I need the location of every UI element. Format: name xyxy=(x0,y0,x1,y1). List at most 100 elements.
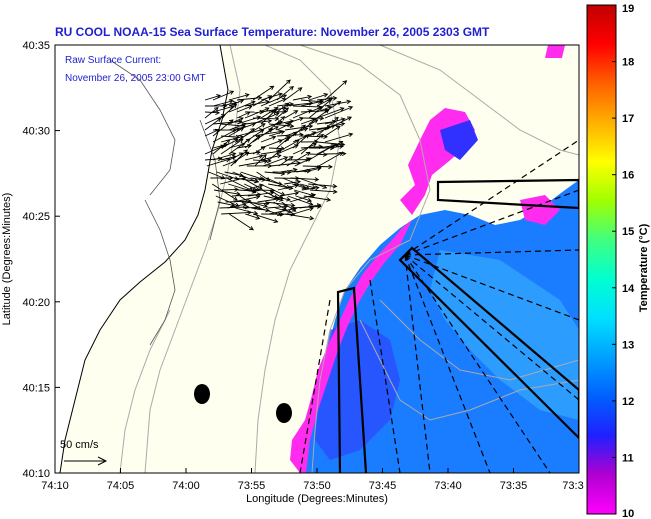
current-vector-head xyxy=(233,138,239,144)
current-vector-head xyxy=(326,99,332,104)
current-vector xyxy=(222,159,238,167)
current-vector xyxy=(284,102,313,107)
current-vector-head xyxy=(348,105,354,111)
current-vector xyxy=(260,94,287,107)
x-tick-label: 73:3 xyxy=(562,480,583,492)
current-vector-head xyxy=(239,127,245,132)
current-vector xyxy=(226,177,253,192)
y-axis-label: Latitude (Degrees:Minutes) xyxy=(1,193,13,326)
colorbar-tick-label: 13 xyxy=(622,339,634,351)
current-vector-head xyxy=(293,144,299,149)
current-vector-head xyxy=(274,112,280,117)
current-vector-head xyxy=(308,201,314,206)
current-vector xyxy=(212,152,236,161)
scale-label: 50 cm/s xyxy=(60,439,99,451)
current-vector xyxy=(270,162,301,167)
current-vector xyxy=(228,100,256,113)
current-vector xyxy=(260,110,276,125)
current-vector xyxy=(220,102,237,107)
current-vector xyxy=(252,130,283,137)
current-vector-head xyxy=(339,107,345,112)
current-vector-head xyxy=(314,177,320,182)
current-vector xyxy=(217,201,235,206)
current-vector-head xyxy=(241,176,247,181)
current-vector xyxy=(278,156,293,167)
current-vector-head xyxy=(336,101,342,106)
current-vector xyxy=(286,152,311,167)
current-vector-head xyxy=(319,115,325,121)
current-vector xyxy=(300,118,315,125)
current-vector xyxy=(292,105,321,108)
current-vector-head xyxy=(335,125,341,130)
current-vector-head xyxy=(281,97,287,103)
current-vector-head xyxy=(273,107,279,112)
y-tick-label: 40:25 xyxy=(22,211,50,223)
current-vector-head xyxy=(341,151,347,156)
current-vector-head xyxy=(257,95,263,101)
current-vector xyxy=(276,103,294,107)
current-vector xyxy=(284,125,313,131)
current-vector xyxy=(260,120,283,131)
current-vector xyxy=(252,85,274,101)
current-vector xyxy=(263,195,283,201)
current-vector-head xyxy=(340,121,346,127)
current-vector-head xyxy=(268,128,273,133)
current-vector xyxy=(302,165,332,168)
current-vector-head xyxy=(275,197,281,202)
current-vector-head xyxy=(250,128,255,133)
current-vector xyxy=(242,177,263,190)
current-vector xyxy=(308,106,324,113)
coastline-detail xyxy=(109,59,221,346)
radar-site-marker xyxy=(276,403,292,423)
current-vector-head xyxy=(338,152,344,157)
current-vector-head xyxy=(273,218,279,224)
current-vector-head xyxy=(316,203,322,208)
current-vector-head xyxy=(304,133,310,139)
current-vector-head xyxy=(267,118,273,124)
x-tick-label: 73:50 xyxy=(303,480,331,492)
map-content xyxy=(55,45,579,473)
current-vector-head xyxy=(328,164,333,170)
current-vector xyxy=(243,206,259,209)
colorbar-tick-label: 10 xyxy=(622,508,634,519)
x-axis-ticks: 74:10 74:05 74:00 73:55 73:50 73:45 73:40 73:35… xyxy=(41,468,584,492)
current-vector xyxy=(204,158,222,161)
current-vector-head xyxy=(262,153,267,159)
current-vector-head xyxy=(220,114,226,119)
scale-arrow xyxy=(64,456,108,466)
current-vector-head xyxy=(214,128,220,134)
current-vector xyxy=(308,109,330,125)
current-vector-head xyxy=(332,95,338,101)
current-vector xyxy=(292,143,317,155)
current-vector-head xyxy=(263,203,268,209)
current-vector-head xyxy=(267,158,272,164)
current-vector xyxy=(289,194,316,203)
current-vector-head xyxy=(307,109,313,114)
radar-site-marker xyxy=(194,384,210,404)
current-vector xyxy=(244,155,263,161)
region-boxes xyxy=(336,178,579,473)
current-vector xyxy=(292,109,312,119)
current-vector xyxy=(324,118,345,125)
current-vector xyxy=(252,112,280,125)
current-vector xyxy=(296,166,322,173)
current-vector-head xyxy=(264,107,270,112)
current-vector xyxy=(276,107,289,119)
current-vector xyxy=(237,189,257,192)
current-vector-head xyxy=(289,85,294,91)
current-vector-head xyxy=(241,122,247,127)
current-vector-head xyxy=(301,184,307,190)
current-vector-head xyxy=(346,99,352,105)
current-vector-head xyxy=(244,93,250,98)
current-vector xyxy=(244,183,260,191)
current-vector-head xyxy=(238,135,244,140)
current-vector xyxy=(293,189,315,197)
current-vector-head xyxy=(307,197,312,203)
current-vector xyxy=(228,123,246,131)
y-tick-label: 40:10 xyxy=(22,468,50,480)
current-vector xyxy=(284,139,300,149)
y-axis-ticks: 40:35 40:30 40:25 40:20 40:15 40:10 xyxy=(22,40,60,480)
colorbar xyxy=(586,4,617,515)
current-vector xyxy=(290,177,319,181)
current-vector-head xyxy=(292,167,298,173)
